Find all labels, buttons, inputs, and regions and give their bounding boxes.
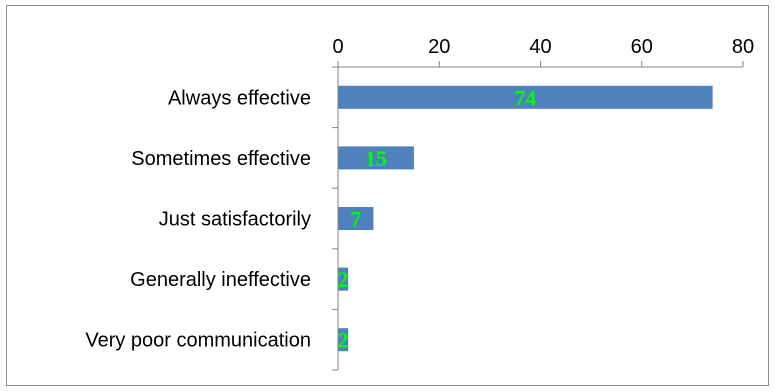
bar [338,328,349,352]
x-tick-label: 80 [732,36,754,58]
label-layer: Always effective 74 Sometimes effective 15 J… [85,85,536,352]
x-tick-label: 0 [332,36,343,58]
category-label: Very poor communication [85,330,311,352]
data-label: 15 [365,146,387,171]
chart-frame [6,5,769,386]
category-label: Generally ineffective [130,269,311,291]
data-label: 2 [338,267,349,292]
bar [338,85,713,109]
bar [338,146,414,170]
data-label: 7 [350,207,361,232]
bar [338,267,349,291]
category-label: Just satisfactorily [159,209,311,231]
axis-layer: 0 20 40 60 80 [332,36,754,371]
x-tick-label: 40 [529,36,551,58]
data-label: 2 [338,328,349,353]
data-label: 74 [514,85,536,110]
x-tick-label: 60 [631,36,653,58]
category-label: Sometimes effective [131,148,311,170]
category-label: Always effective [168,87,311,109]
bar-layer [338,85,713,352]
x-tick-label: 20 [428,36,450,58]
bar [338,206,374,231]
